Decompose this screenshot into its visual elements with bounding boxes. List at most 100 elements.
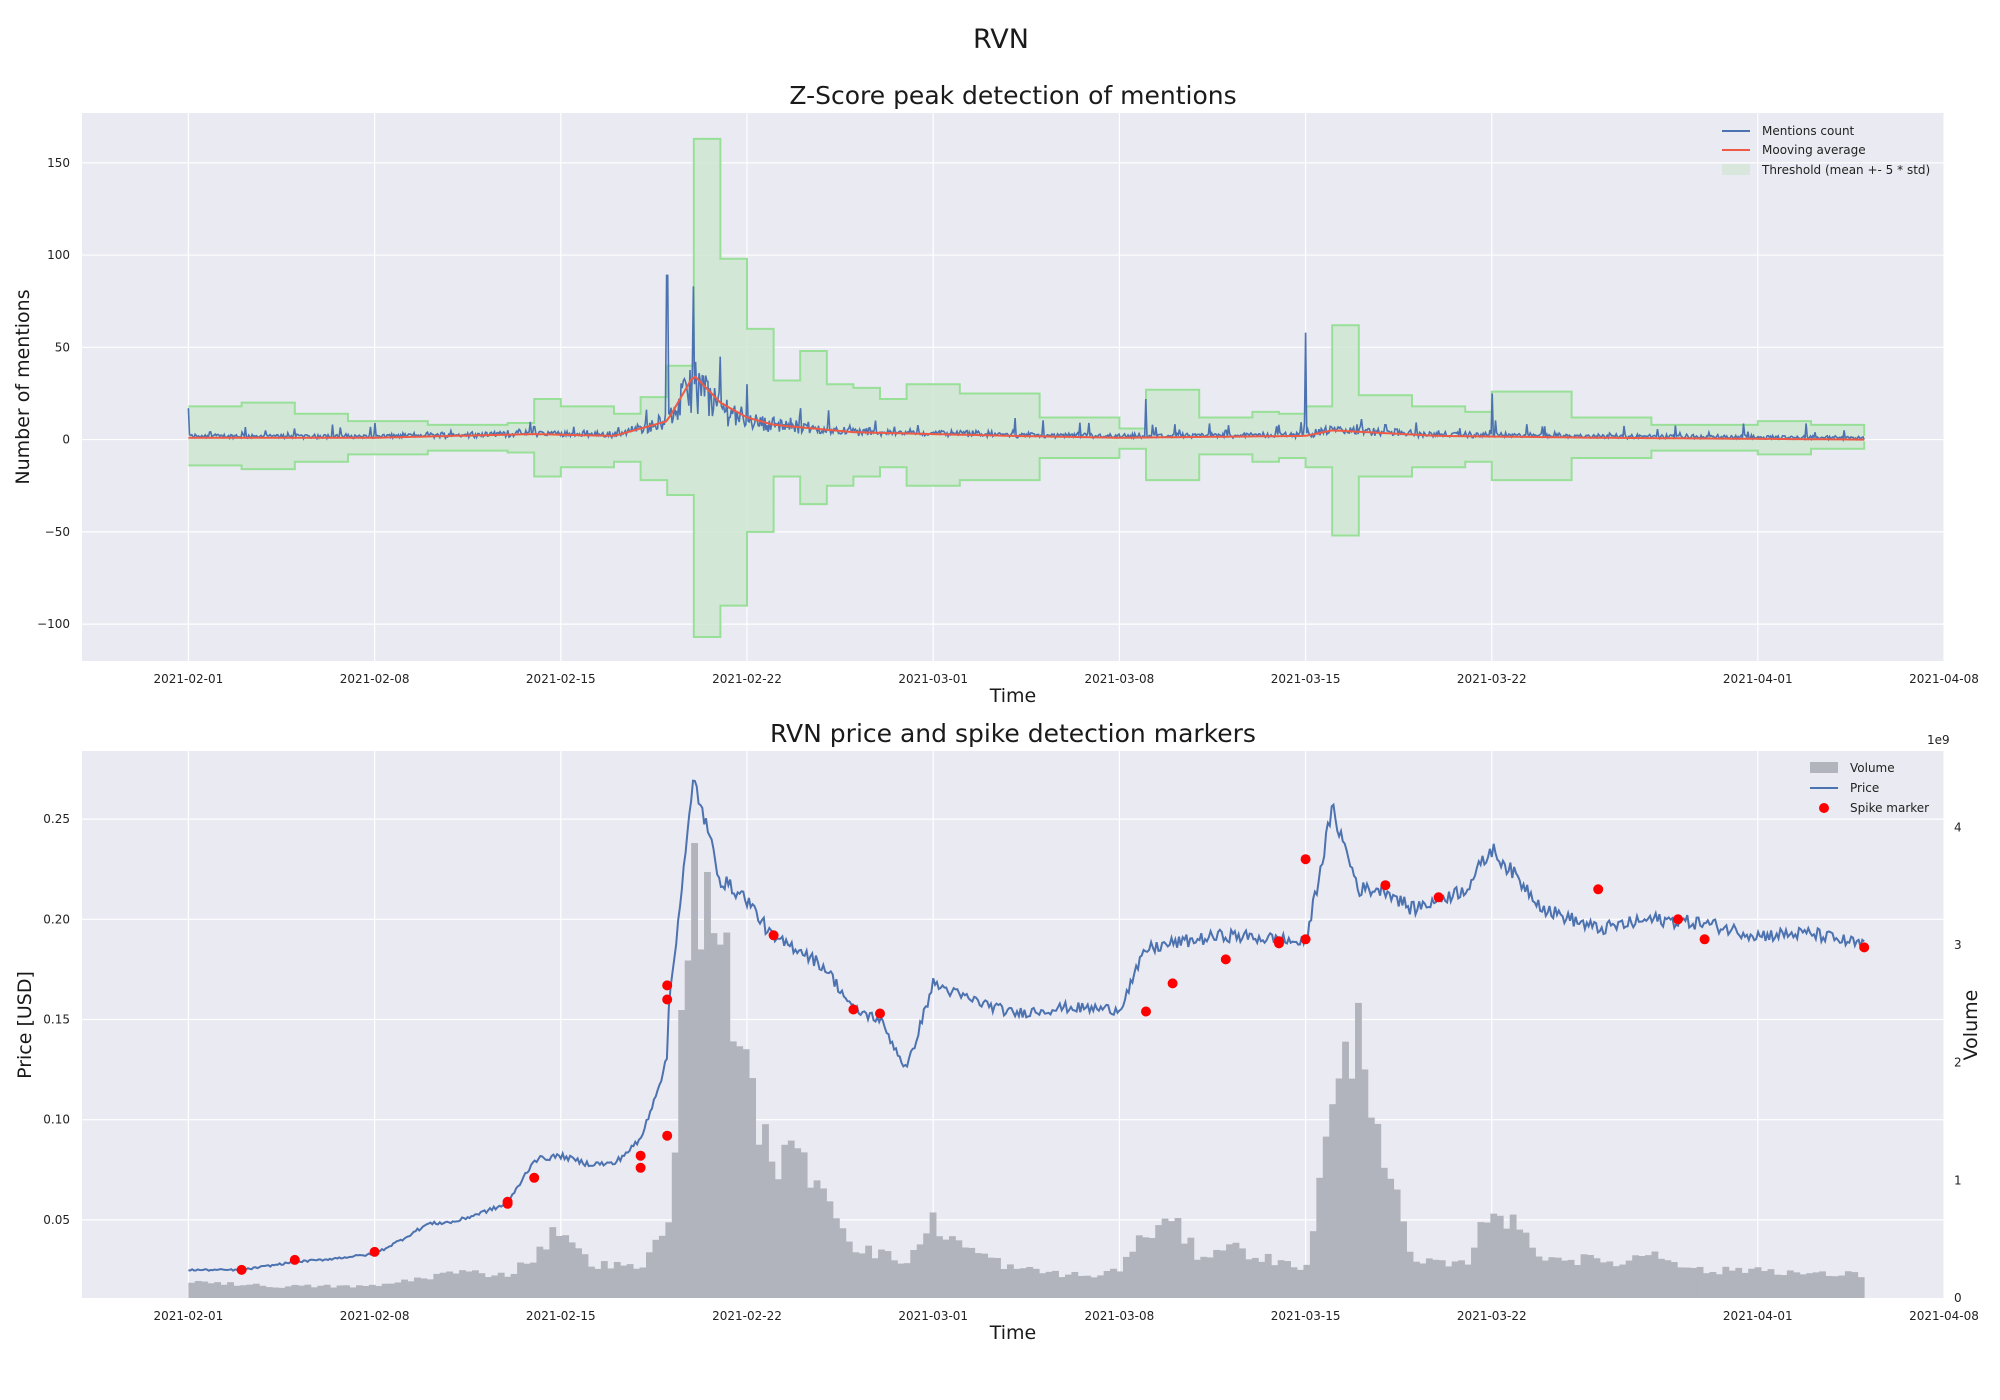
volume-bar bbox=[1174, 1217, 1182, 1298]
volume-bar bbox=[1342, 1041, 1349, 1298]
x-tick-label: 2021-02-22 bbox=[712, 1309, 782, 1323]
volume-bar bbox=[1458, 1260, 1465, 1298]
volume-bar bbox=[1509, 1214, 1517, 1298]
volume-bar bbox=[684, 960, 692, 1298]
volume-bar bbox=[1541, 1260, 1549, 1298]
volume-bar bbox=[1767, 1269, 1775, 1298]
volume-bar bbox=[1625, 1260, 1633, 1298]
spike-marker bbox=[1274, 936, 1284, 947]
volume-bar bbox=[588, 1266, 595, 1298]
y-tick-label: 0 bbox=[62, 433, 70, 447]
volume-bar bbox=[948, 1236, 956, 1298]
spike-marker bbox=[236, 1264, 247, 1275]
volume-bar bbox=[381, 1283, 389, 1298]
volume-bar bbox=[1187, 1237, 1195, 1298]
volume-bar bbox=[323, 1284, 331, 1298]
volume-bar bbox=[1200, 1256, 1208, 1298]
volume-bar bbox=[1032, 1268, 1040, 1298]
volume-bar bbox=[820, 1188, 827, 1298]
volume-bar bbox=[878, 1249, 885, 1298]
spike-marker bbox=[529, 1172, 540, 1183]
volume-bar bbox=[762, 1124, 769, 1298]
volume-bar bbox=[626, 1264, 634, 1298]
volume-bar bbox=[1612, 1266, 1620, 1298]
volume-bar bbox=[968, 1247, 976, 1298]
volume-bar bbox=[1277, 1260, 1285, 1298]
spike-marker bbox=[635, 1150, 646, 1161]
volume-bar bbox=[1039, 1273, 1047, 1298]
volume-bar bbox=[1348, 1078, 1356, 1298]
volume-bar bbox=[1367, 1117, 1375, 1298]
volume-bar bbox=[1213, 1249, 1221, 1298]
y-tick-label: 0.20 bbox=[43, 912, 70, 926]
volume-bar bbox=[407, 1281, 415, 1298]
volume-bar bbox=[1574, 1265, 1582, 1298]
volume-bar bbox=[355, 1285, 363, 1298]
volume-bar bbox=[1445, 1266, 1453, 1298]
volume-bar bbox=[368, 1284, 376, 1298]
volume-bar bbox=[465, 1271, 473, 1298]
volume-bar bbox=[633, 1268, 640, 1298]
volume-bar bbox=[813, 1180, 821, 1298]
volume-bar bbox=[1168, 1221, 1175, 1298]
volume-bar bbox=[1387, 1178, 1395, 1298]
volume-y-tick-labels: 0 1 2 3 4 bbox=[1954, 820, 1962, 1305]
volume-bar bbox=[1026, 1266, 1034, 1298]
volume-bar bbox=[491, 1275, 499, 1298]
volume-bar bbox=[1226, 1244, 1233, 1298]
volume-bar bbox=[1000, 1269, 1008, 1298]
volume-bar bbox=[1471, 1247, 1478, 1298]
price-chart: 2021-02-01 2021-02-08 2021-02-15 2021-02-22… bbox=[14, 719, 1982, 1344]
volume-bar bbox=[710, 933, 718, 1298]
volume-bar bbox=[1632, 1255, 1640, 1298]
x-tick-label: 2021-02-01 bbox=[154, 1309, 224, 1323]
volume-bar bbox=[1683, 1267, 1691, 1298]
volume-bar bbox=[1084, 1275, 1092, 1298]
volume-bar bbox=[394, 1282, 402, 1298]
volume-bar bbox=[1748, 1268, 1756, 1298]
x-tick-label: 2021-02-15 bbox=[526, 672, 596, 686]
volume-bar bbox=[1374, 1123, 1382, 1298]
volume-bar bbox=[1264, 1253, 1272, 1298]
volume-bar bbox=[697, 949, 705, 1298]
volume-bar bbox=[1071, 1271, 1079, 1298]
x-tick-label: 2021-04-08 bbox=[1909, 672, 1979, 686]
volume-bar bbox=[1529, 1247, 1536, 1298]
volume-bar bbox=[413, 1277, 421, 1298]
volume-bar bbox=[1361, 1069, 1369, 1298]
volume-bar bbox=[1290, 1267, 1298, 1298]
threshold-lower-line bbox=[188, 441, 1866, 639]
volume-bar bbox=[1851, 1272, 1859, 1298]
volume-bar bbox=[1657, 1258, 1665, 1298]
volume-bar bbox=[923, 1233, 931, 1298]
spike-marker bbox=[1300, 934, 1311, 945]
volume-bar bbox=[652, 1239, 660, 1298]
volume-bar bbox=[510, 1273, 518, 1298]
volume-bar bbox=[1329, 1104, 1337, 1298]
volume-bar bbox=[704, 871, 711, 1298]
volume-bar bbox=[1219, 1250, 1227, 1298]
volume-bar bbox=[259, 1285, 267, 1298]
volume-bar bbox=[845, 1241, 853, 1298]
volume-bar bbox=[568, 1242, 576, 1298]
volume-bar bbox=[265, 1287, 273, 1298]
volume-bar bbox=[768, 1161, 776, 1298]
y-tick-label: 100 bbox=[47, 248, 70, 262]
volume-bar bbox=[207, 1283, 215, 1298]
volume-bar bbox=[1799, 1274, 1807, 1298]
x-tick-label: 2021-04-01 bbox=[1723, 672, 1793, 686]
x-tick-label: 2021-03-08 bbox=[1085, 672, 1155, 686]
volume-bar bbox=[1548, 1257, 1556, 1298]
volume-bar bbox=[800, 1152, 808, 1298]
spike-marker bbox=[635, 1162, 646, 1173]
volume-bar bbox=[1722, 1266, 1730, 1298]
volume-bar bbox=[961, 1247, 969, 1298]
volume-bar bbox=[362, 1285, 370, 1298]
volume-bar bbox=[246, 1284, 254, 1298]
volume-bar bbox=[1819, 1271, 1826, 1298]
volume-bar bbox=[665, 1222, 673, 1298]
volume-bar bbox=[304, 1284, 312, 1298]
volume-bar bbox=[1825, 1275, 1833, 1298]
volume-bar bbox=[542, 1249, 550, 1298]
volume-bar bbox=[1709, 1272, 1717, 1298]
